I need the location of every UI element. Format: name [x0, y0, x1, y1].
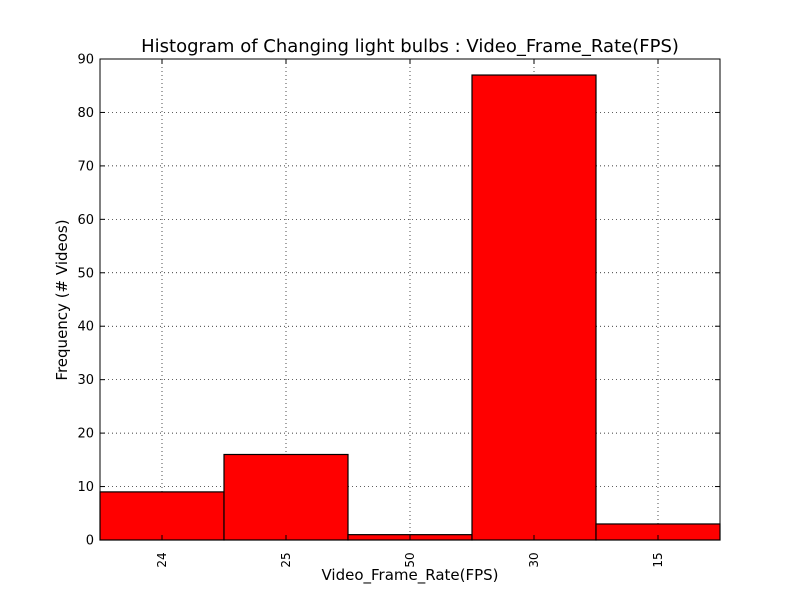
- y-tick-label: 20: [77, 427, 94, 442]
- bars: [99, 74, 721, 541]
- y-tick-label: 0: [86, 534, 94, 549]
- bar-25: [223, 453, 349, 541]
- y-axis-label: Frequency (# Videos): [53, 219, 71, 380]
- axis-ticks: 0 10 20 30 40 50 60 70 80 90 24 25 50 30 15: [77, 53, 720, 568]
- y-tick-label: 10: [77, 480, 94, 495]
- bar-30: [471, 74, 597, 541]
- chart-title: Histogram of Changing light bulbs : Vide…: [141, 36, 679, 57]
- y-tick-label: 70: [77, 159, 94, 174]
- y-tick-label: 40: [77, 320, 94, 335]
- y-tick-label: 60: [77, 213, 94, 228]
- y-tick-label: 80: [77, 106, 94, 121]
- x-tick-label: 15: [651, 552, 665, 567]
- x-axis-label: Video_Frame_Rate(FPS): [321, 566, 498, 585]
- y-tick-label: 50: [77, 266, 94, 281]
- x-tick-label: 24: [155, 552, 169, 567]
- plot-frame: [99, 58, 721, 541]
- y-tick-label: 30: [77, 373, 94, 388]
- x-tick-label: 30: [527, 552, 541, 567]
- y-tick-label: 90: [77, 53, 94, 68]
- x-tick-label: 25: [279, 552, 293, 567]
- bar-24: [99, 491, 225, 541]
- x-tick-label: 50: [403, 552, 417, 567]
